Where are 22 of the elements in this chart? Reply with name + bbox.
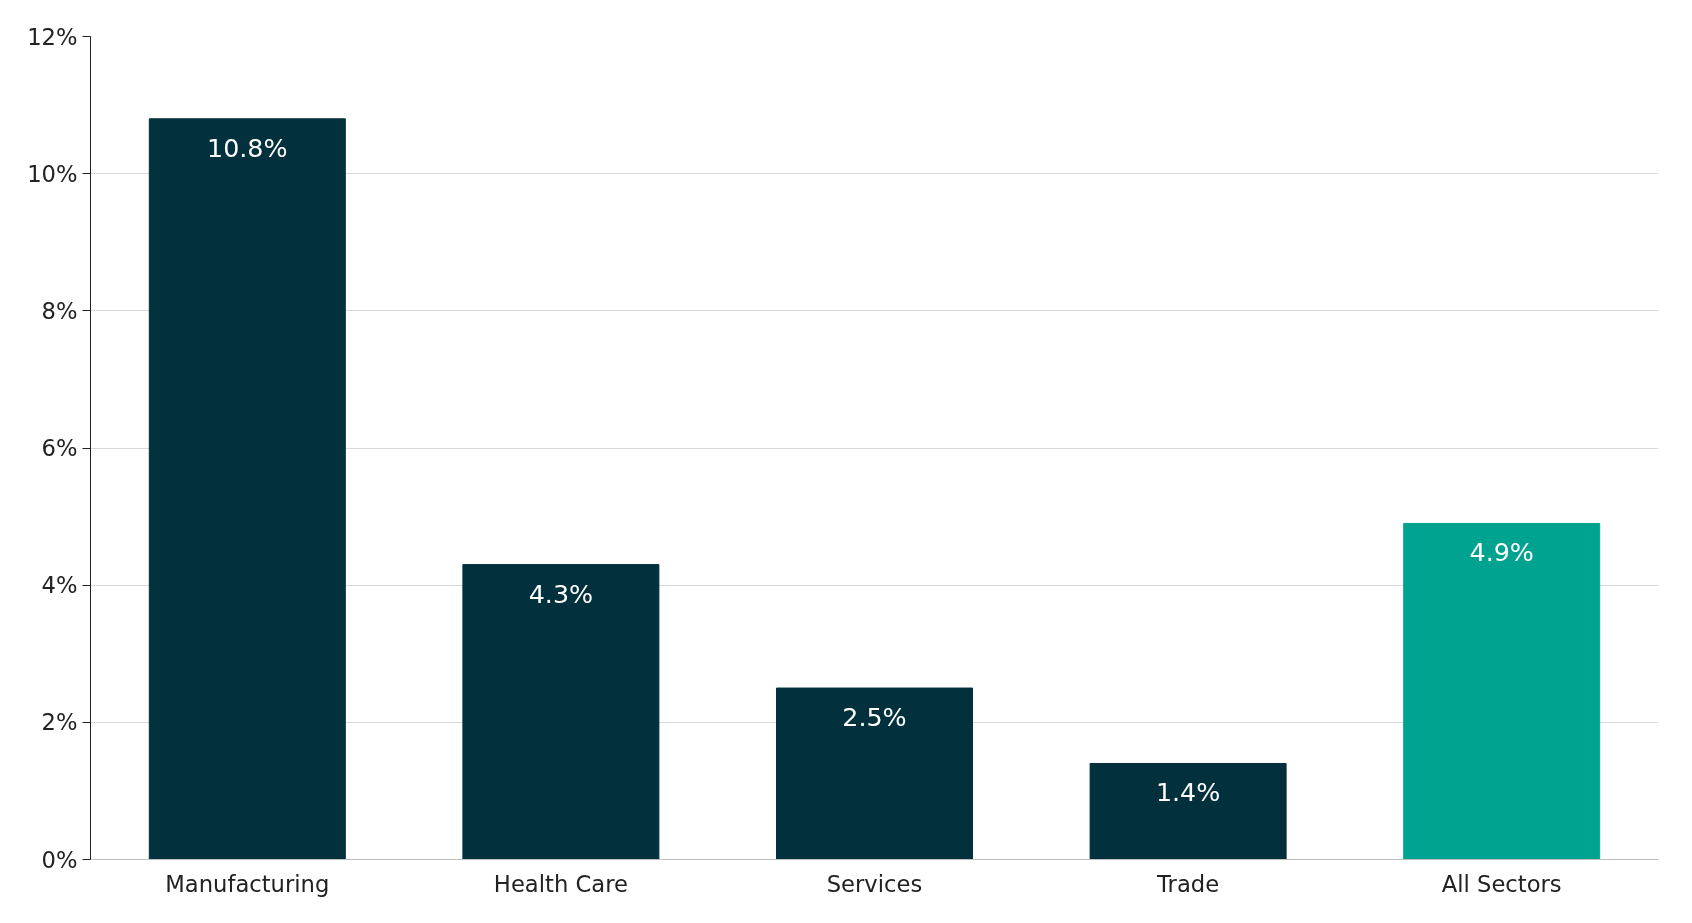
y-tick-label: 4%: [41, 572, 78, 599]
data-label: 2.5%: [842, 702, 907, 733]
data-label: 1.4%: [1155, 777, 1221, 808]
x-tick-label: All Sectors: [1441, 870, 1562, 897]
bar: [462, 564, 660, 860]
x-tick-label: Services: [826, 870, 923, 897]
y-tick-label: 12%: [27, 23, 78, 50]
y-tick-label: 8%: [41, 297, 78, 324]
y-tick-label: 2%: [41, 709, 78, 736]
bar: [1403, 522, 1601, 860]
y-tick-label: 6%: [41, 435, 78, 461]
data-label: 10.8%: [207, 132, 288, 163]
data-label: 4.9%: [1469, 537, 1534, 568]
y-tick-label: 10%: [27, 160, 78, 187]
bar: [148, 118, 346, 860]
bar: [776, 687, 973, 860]
x-tick-label: Manufacturing: [165, 870, 330, 897]
data-label: 4.3%: [528, 578, 594, 609]
y-tick-label: 0%: [41, 846, 78, 873]
x-tick-label: Health Care: [493, 870, 628, 897]
x-tick-label: Trade: [1156, 870, 1220, 897]
bar: [1089, 762, 1287, 860]
